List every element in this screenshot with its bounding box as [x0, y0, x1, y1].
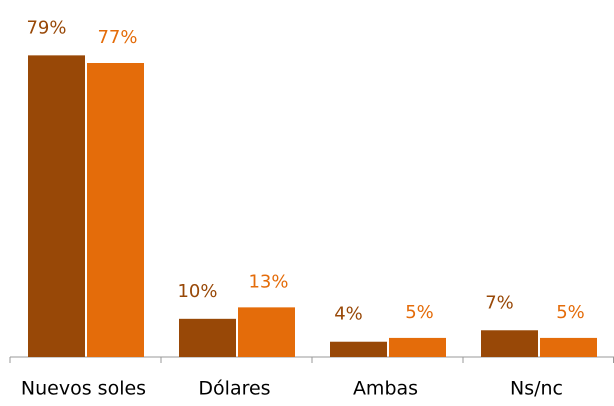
value-label: 79%	[26, 17, 66, 38]
bar	[481, 330, 538, 357]
bar	[238, 307, 295, 357]
x-tick-label: Dólares	[198, 378, 270, 400]
bar	[179, 318, 236, 357]
bar	[330, 341, 387, 357]
x-tick-label: Ns/nc	[510, 378, 563, 400]
x-tick-label: Ambas	[353, 378, 418, 400]
value-label: 7%	[485, 292, 514, 313]
bar	[87, 63, 144, 357]
x-tick-label: Nuevos soles	[21, 378, 146, 400]
bar	[389, 337, 446, 357]
bar	[28, 55, 85, 357]
value-label: 13%	[248, 271, 288, 292]
value-label: 10%	[177, 281, 217, 302]
value-label: 5%	[556, 302, 585, 323]
bar	[540, 337, 597, 357]
value-label: 5%	[405, 302, 434, 323]
value-label: 4%	[334, 304, 363, 325]
value-label: 77%	[97, 27, 137, 48]
